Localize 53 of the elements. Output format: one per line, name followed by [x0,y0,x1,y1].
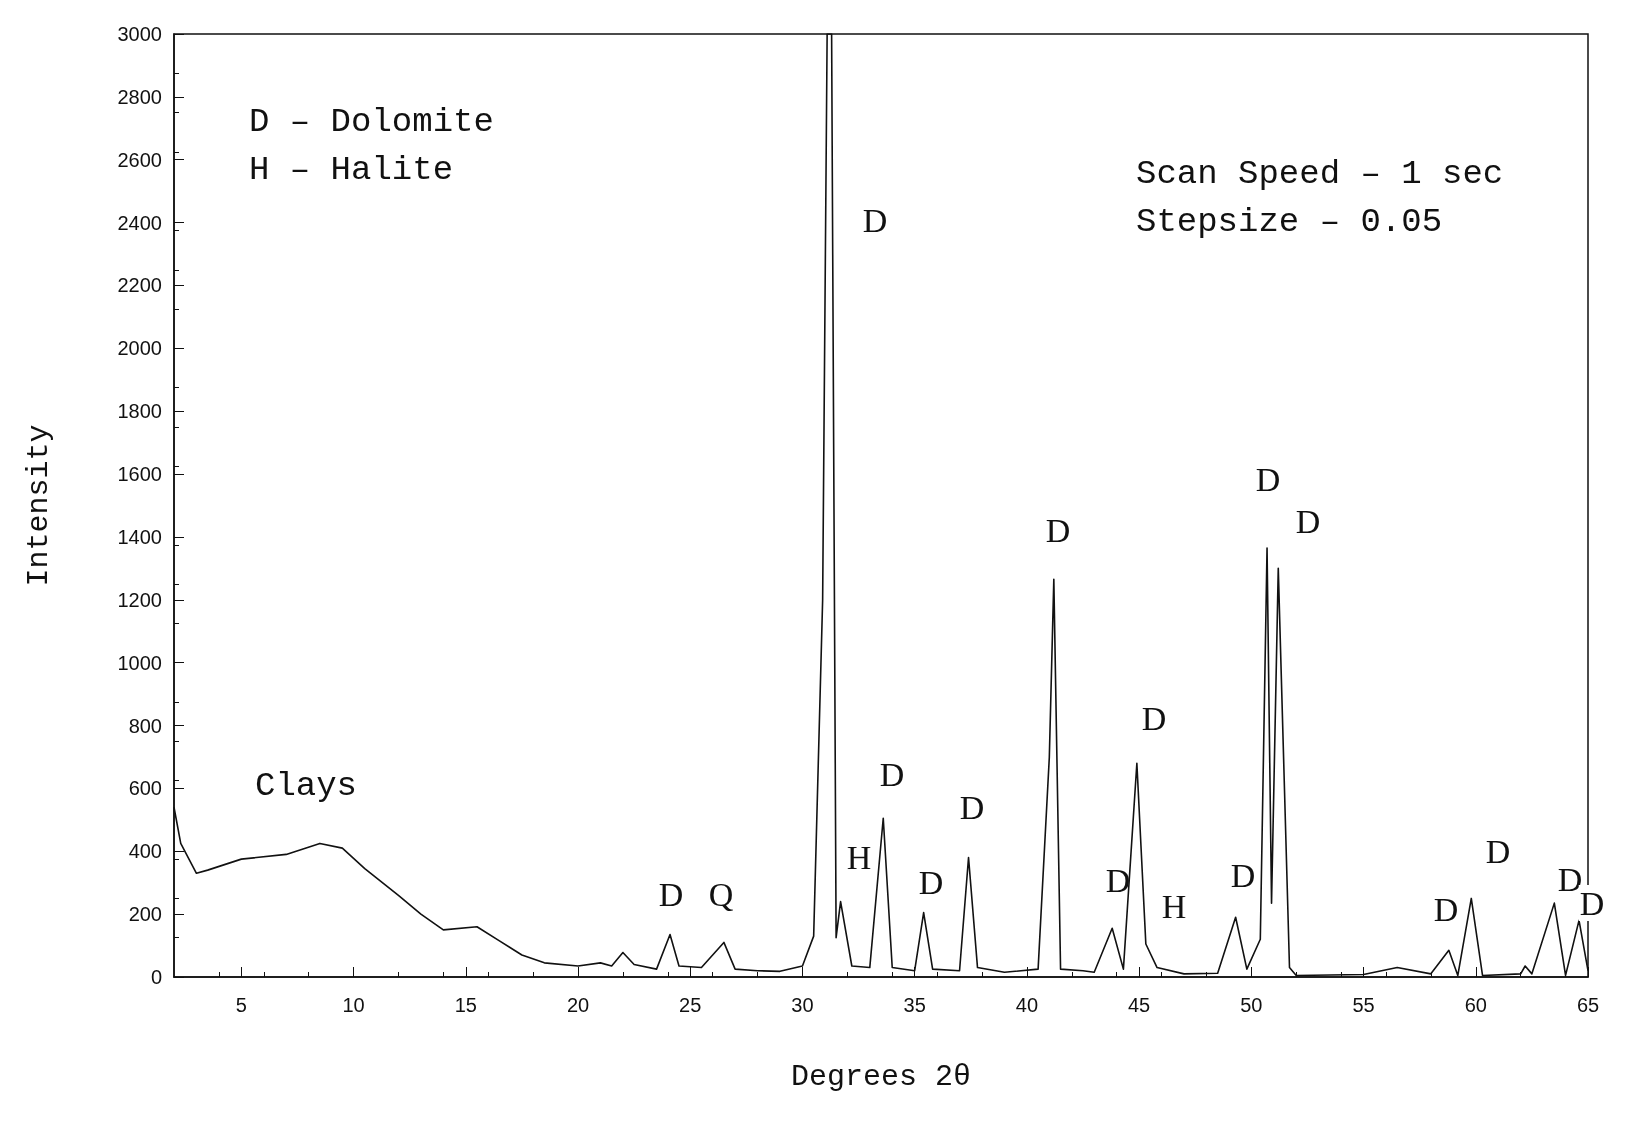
y-tick-label: 1400 [117,525,162,548]
y-tick-label: 400 [128,840,162,863]
x-tick-label: 45 [1127,994,1151,1016]
annotation: H [846,838,872,876]
annotation: D [1141,699,1167,737]
annotation: H [1161,887,1187,925]
annotation: H – Halite [249,151,454,189]
x-tick-label: 30 [791,994,814,1016]
x-tick-label: 20 [566,994,590,1016]
x-tick-label: 65 [1576,994,1600,1016]
x-axis-title: Degrees 2θ [790,1060,972,1094]
annotation: D [1579,884,1605,922]
y-tick-label: 600 [128,777,162,800]
y-tick-label: 1800 [117,400,162,423]
y-tick-label: 3000 [117,23,162,45]
annotation: D [1105,861,1131,899]
annotation: D [1295,502,1321,540]
y-axis-title: Intensity [22,424,56,587]
annotation: Stepsize – 0.05 [1136,203,1443,241]
y-tick-label: 0 [150,966,162,988]
x-tick-label: 55 [1352,994,1375,1016]
y-tick-label: 2600 [117,148,162,171]
x-tick-label: 15 [454,994,477,1016]
annotation: D [658,875,684,913]
x-tick-label: 25 [679,994,702,1016]
annotation: D [1230,856,1256,894]
annotation: D [1255,460,1281,498]
x-tick-label: 5 [235,994,247,1016]
y-tick-label: 2400 [117,211,162,234]
y-tick-label: 2800 [117,85,162,108]
annotation: D [879,755,905,793]
annotation: D [1045,511,1071,549]
x-tick-label: 35 [903,994,926,1016]
annotation: D [862,201,888,239]
annotation: Q [708,875,734,913]
annotation: D – Dolomite [249,103,494,141]
y-tick-label: 1200 [117,588,162,611]
x-tick-label: 60 [1464,994,1487,1016]
y-tick-label: 2000 [117,337,162,360]
annotation: D [959,788,985,826]
annotation: D [918,863,944,901]
x-tick-label: 40 [1015,994,1039,1016]
x-tick-label: 50 [1240,994,1263,1016]
x-tick-label: 10 [342,994,365,1016]
y-tick-label: 200 [128,903,162,926]
y-tick-label: 800 [128,714,162,737]
y-tick-label: 1000 [117,651,162,674]
y-tick-label: 1600 [117,463,162,486]
y-tick-label: 2200 [117,274,162,297]
annotation: Clays [254,767,358,805]
annotation: D [1485,832,1511,870]
annotation: Scan Speed – 1 sec [1136,155,1504,193]
annotation: D [1433,890,1459,928]
